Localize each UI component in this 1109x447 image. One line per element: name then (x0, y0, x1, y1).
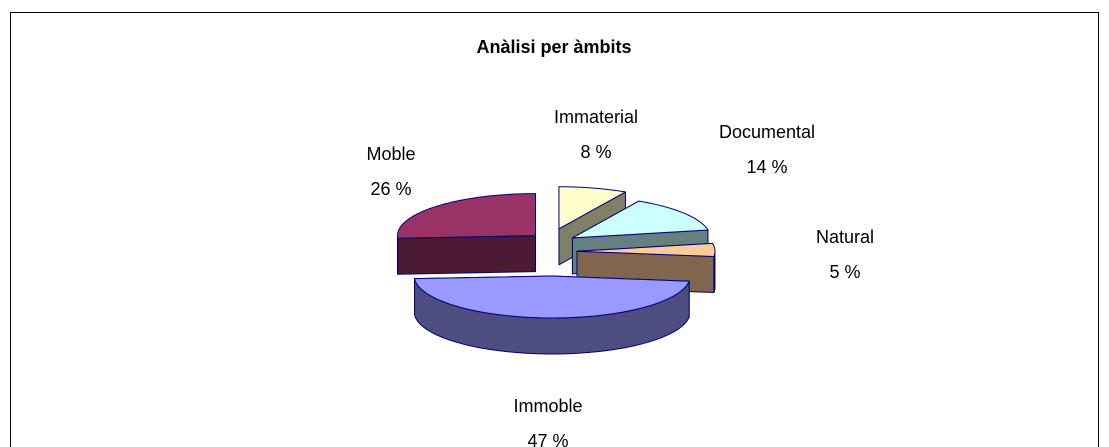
category-label: Natural (816, 227, 874, 247)
category-label: Documental (719, 122, 815, 142)
slice-top (576, 242, 716, 258)
chart-frame (10, 12, 1099, 447)
category-label: Immaterial (554, 107, 638, 127)
value-label: 14 % (746, 157, 787, 177)
slice-top (414, 275, 690, 319)
value-label: 26 % (370, 179, 411, 199)
chart-title: Anàlisi per àmbits (476, 37, 631, 57)
slice-wall (397, 235, 537, 275)
category-label: Moble (366, 144, 415, 164)
slice-side (713, 250, 716, 294)
slice-top (571, 200, 709, 239)
value-label: 47 % (527, 431, 568, 447)
slice-top (558, 186, 626, 230)
value-label: 5 % (829, 262, 860, 282)
value-label: 8 % (580, 142, 611, 162)
category-label: Immoble (513, 396, 582, 416)
slice-top (397, 193, 537, 239)
